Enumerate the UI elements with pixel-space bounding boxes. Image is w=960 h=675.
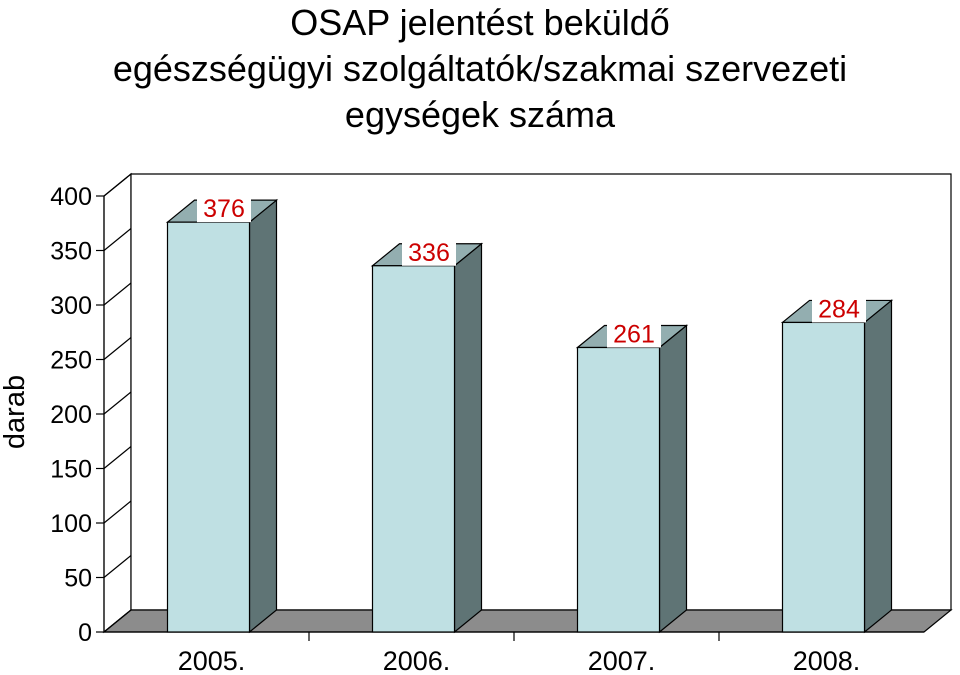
data-label: 284 [818,295,860,323]
chart-title: OSAP jelentést beküldő egészségügyi szol… [0,0,960,138]
x-tick-label: 2007. [588,646,656,675]
data-label-box [402,235,456,266]
y-tick-label: 150 [50,456,92,484]
bar [371,265,456,633]
y-wall-tick [103,500,132,524]
bar-side [658,324,688,634]
x-tick-label: 2008. [793,646,861,675]
y-wall-tick [103,555,132,578]
data-label: 376 [203,195,245,223]
y-tick-label: 250 [50,347,92,375]
y-tick-label: 50 [64,565,92,593]
y-wall-tick [103,609,132,633]
y-tick-label: 350 [50,238,92,266]
data-label-box [197,192,251,223]
y-wall-tick [103,228,132,251]
x-tick-label: 2005. [178,646,246,675]
bar [781,321,866,633]
bar [166,221,251,633]
bar [576,346,661,633]
chart-title-line-1: OSAP jelentést beküldő [290,2,670,43]
bar-side [863,299,893,634]
data-label: 261 [613,321,655,349]
bar-side [453,242,483,634]
y-wall-tick [103,391,132,415]
y-wall-tick [103,173,132,197]
y-tick-label: 200 [50,401,92,429]
x-tick-label: 2006. [383,646,451,675]
y-tick-label: 400 [50,183,92,211]
y-tick-label: 100 [50,510,92,538]
y-wall-tick [103,446,132,469]
y-wall-tick [103,337,132,360]
chart-title-line-3: egységek száma [344,94,616,135]
bar-side [248,198,278,634]
data-label-box [607,317,661,348]
chart-title-line-2: egészségügyi szolgáltatók/szakmai szerve… [112,48,848,89]
data-label-box [812,292,866,323]
y-tick-label: 300 [50,292,92,320]
y-tick-label: 0 [78,619,92,647]
data-label: 336 [408,239,450,267]
y-wall-tick [103,282,132,306]
y-axis-label: darab [0,375,31,449]
